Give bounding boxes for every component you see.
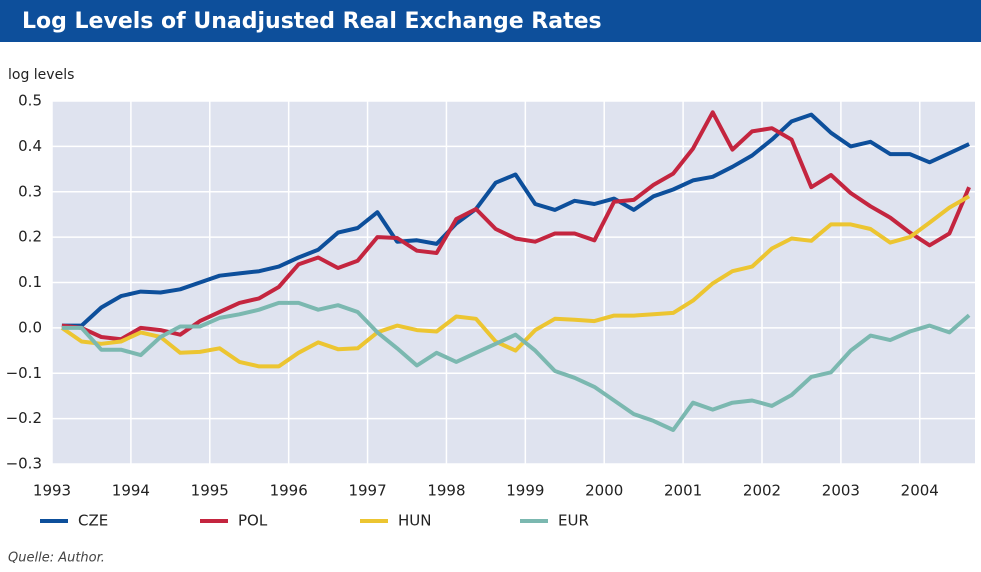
chart-title: Log Levels of Unadjusted Real Exchange R… — [22, 9, 602, 34]
x-tick-label: 1994 — [112, 482, 150, 500]
series-line — [60, 194, 971, 369]
y-tick-label: 0.1 — [18, 273, 42, 291]
x-tick-label: 1999 — [506, 482, 544, 500]
x-tick-label: 1998 — [427, 482, 465, 500]
x-tick-label: 1995 — [191, 482, 229, 500]
x-tick-label: 2001 — [664, 482, 702, 500]
legend: CZE POL HUN EUR — [40, 512, 589, 530]
y-tick-label: 0.3 — [18, 182, 42, 200]
source-note: Quelle: Author. — [8, 551, 105, 566]
x-tick-label: 2000 — [585, 482, 623, 500]
x-tick-label: 1996 — [270, 482, 308, 500]
y-tick-label: 0.5 — [18, 92, 42, 110]
title-bar — [0, 0, 981, 42]
y-tick-label: −0.3 — [6, 455, 42, 473]
legend-label: CZE — [78, 512, 108, 530]
x-tick-label: 2003 — [822, 482, 860, 500]
legend-label: HUN — [398, 512, 431, 530]
y-tick-label: −0.1 — [6, 364, 42, 382]
legend-label: EUR — [558, 512, 589, 530]
x-tick-label: 2004 — [901, 482, 939, 500]
x-tick-label: 1993 — [33, 482, 71, 500]
legend-label: POL — [238, 512, 268, 530]
x-tick-label: 1997 — [348, 482, 386, 500]
y-axis-label: log levels — [8, 67, 74, 83]
y-tick-label: 0.0 — [18, 318, 42, 336]
y-tick-label: −0.2 — [6, 409, 42, 427]
series-line — [61, 112, 970, 328]
y-tick-label: 0.2 — [18, 228, 42, 246]
series-line — [61, 110, 971, 342]
y-tick-label: 0.4 — [18, 137, 42, 155]
x-tick-label: 2002 — [743, 482, 781, 500]
series-line — [61, 300, 971, 432]
